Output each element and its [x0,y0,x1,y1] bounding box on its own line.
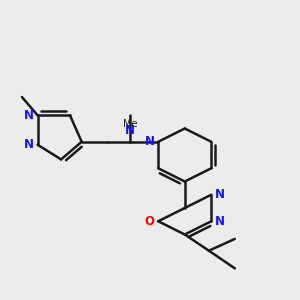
Text: O: O [145,215,155,228]
Text: N: N [24,109,34,122]
Text: Me: Me [123,119,137,129]
Text: N: N [125,124,135,137]
Text: N: N [215,215,225,228]
Text: N: N [24,138,34,151]
Text: N: N [145,135,155,148]
Text: N: N [215,188,225,201]
